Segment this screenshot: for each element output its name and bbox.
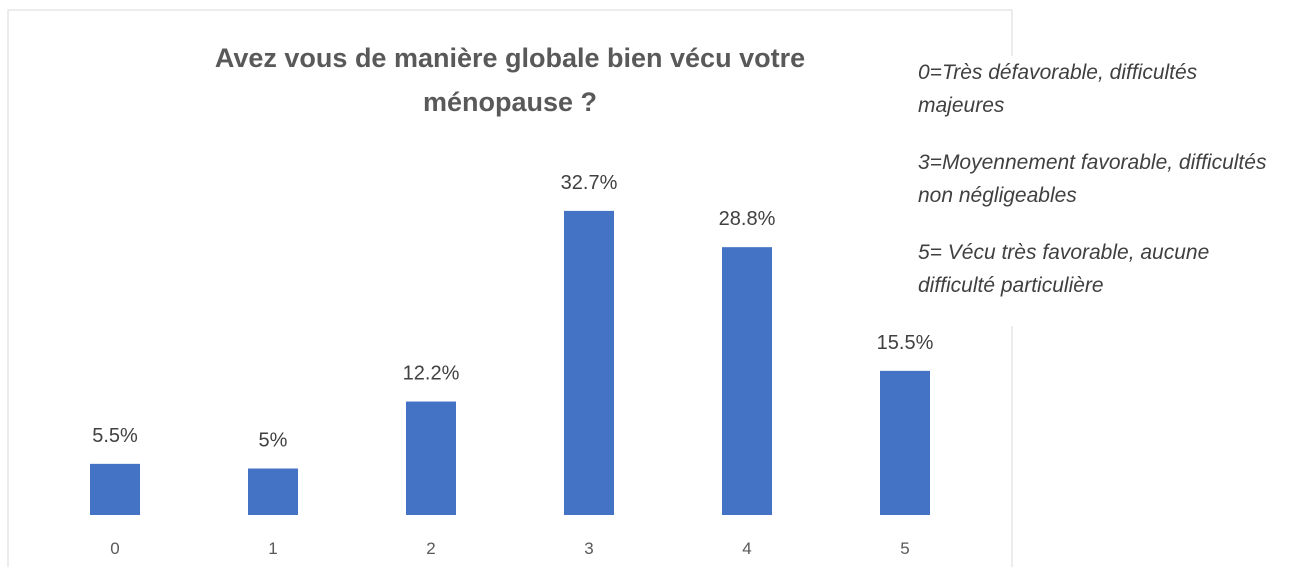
bar [722, 247, 772, 515]
x-tick-label: 2 [426, 539, 435, 558]
bar [880, 370, 930, 515]
annotation: 3=Moyennement favorable, difficultés non… [918, 151, 1267, 207]
bar [564, 210, 614, 515]
bar [406, 401, 456, 515]
bar [90, 463, 140, 515]
annotation: 0=Très défavorable, difficultés majeures [918, 61, 1198, 117]
x-tick-label: 0 [110, 539, 119, 558]
x-tick-label: 1 [268, 539, 277, 558]
data-label: 5% [259, 430, 288, 452]
chart-title: Avez vous de manière globale bien vécu v… [214, 43, 806, 117]
data-label: 32.7% [561, 172, 618, 194]
x-tick-label: 3 [584, 539, 593, 558]
data-label: 15.5% [877, 332, 934, 354]
x-tick-label: 5 [900, 539, 909, 558]
x-tick-label: 4 [742, 539, 751, 558]
data-label: 5.5% [92, 425, 138, 447]
data-label: 12.2% [403, 363, 460, 385]
bar [248, 468, 298, 515]
annotation: 5= Vécu très favorable, aucune difficult… [918, 241, 1210, 297]
data-label: 28.8% [719, 208, 776, 230]
notes: 0=Très défavorable, difficultés majeures… [918, 56, 1283, 326]
